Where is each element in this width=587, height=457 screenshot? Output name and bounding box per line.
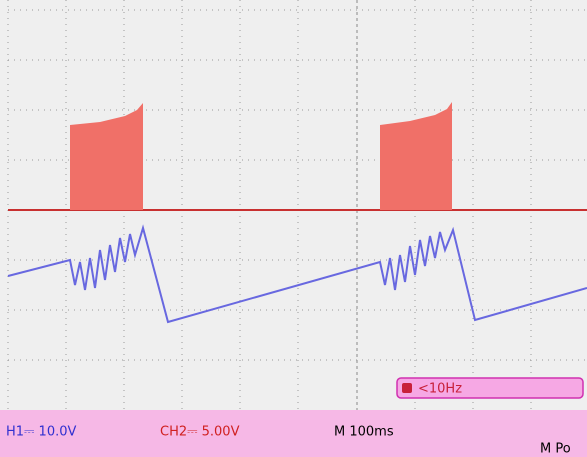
ch1-trace — [8, 102, 587, 211]
trigger-frequency: <10Hz — [418, 382, 462, 397]
timebase: M 100ms — [334, 425, 394, 440]
ch2-scale: CH2⎓ 5.00V — [160, 425, 240, 440]
ch1-scale: H1⎓ 10.0V — [6, 425, 76, 440]
position: M Po — [540, 442, 571, 457]
status-bar — [0, 410, 587, 457]
ch2-trace — [7, 224, 587, 324]
graticule — [7, 0, 587, 410]
trigger-box: <10Hz — [396, 377, 584, 399]
